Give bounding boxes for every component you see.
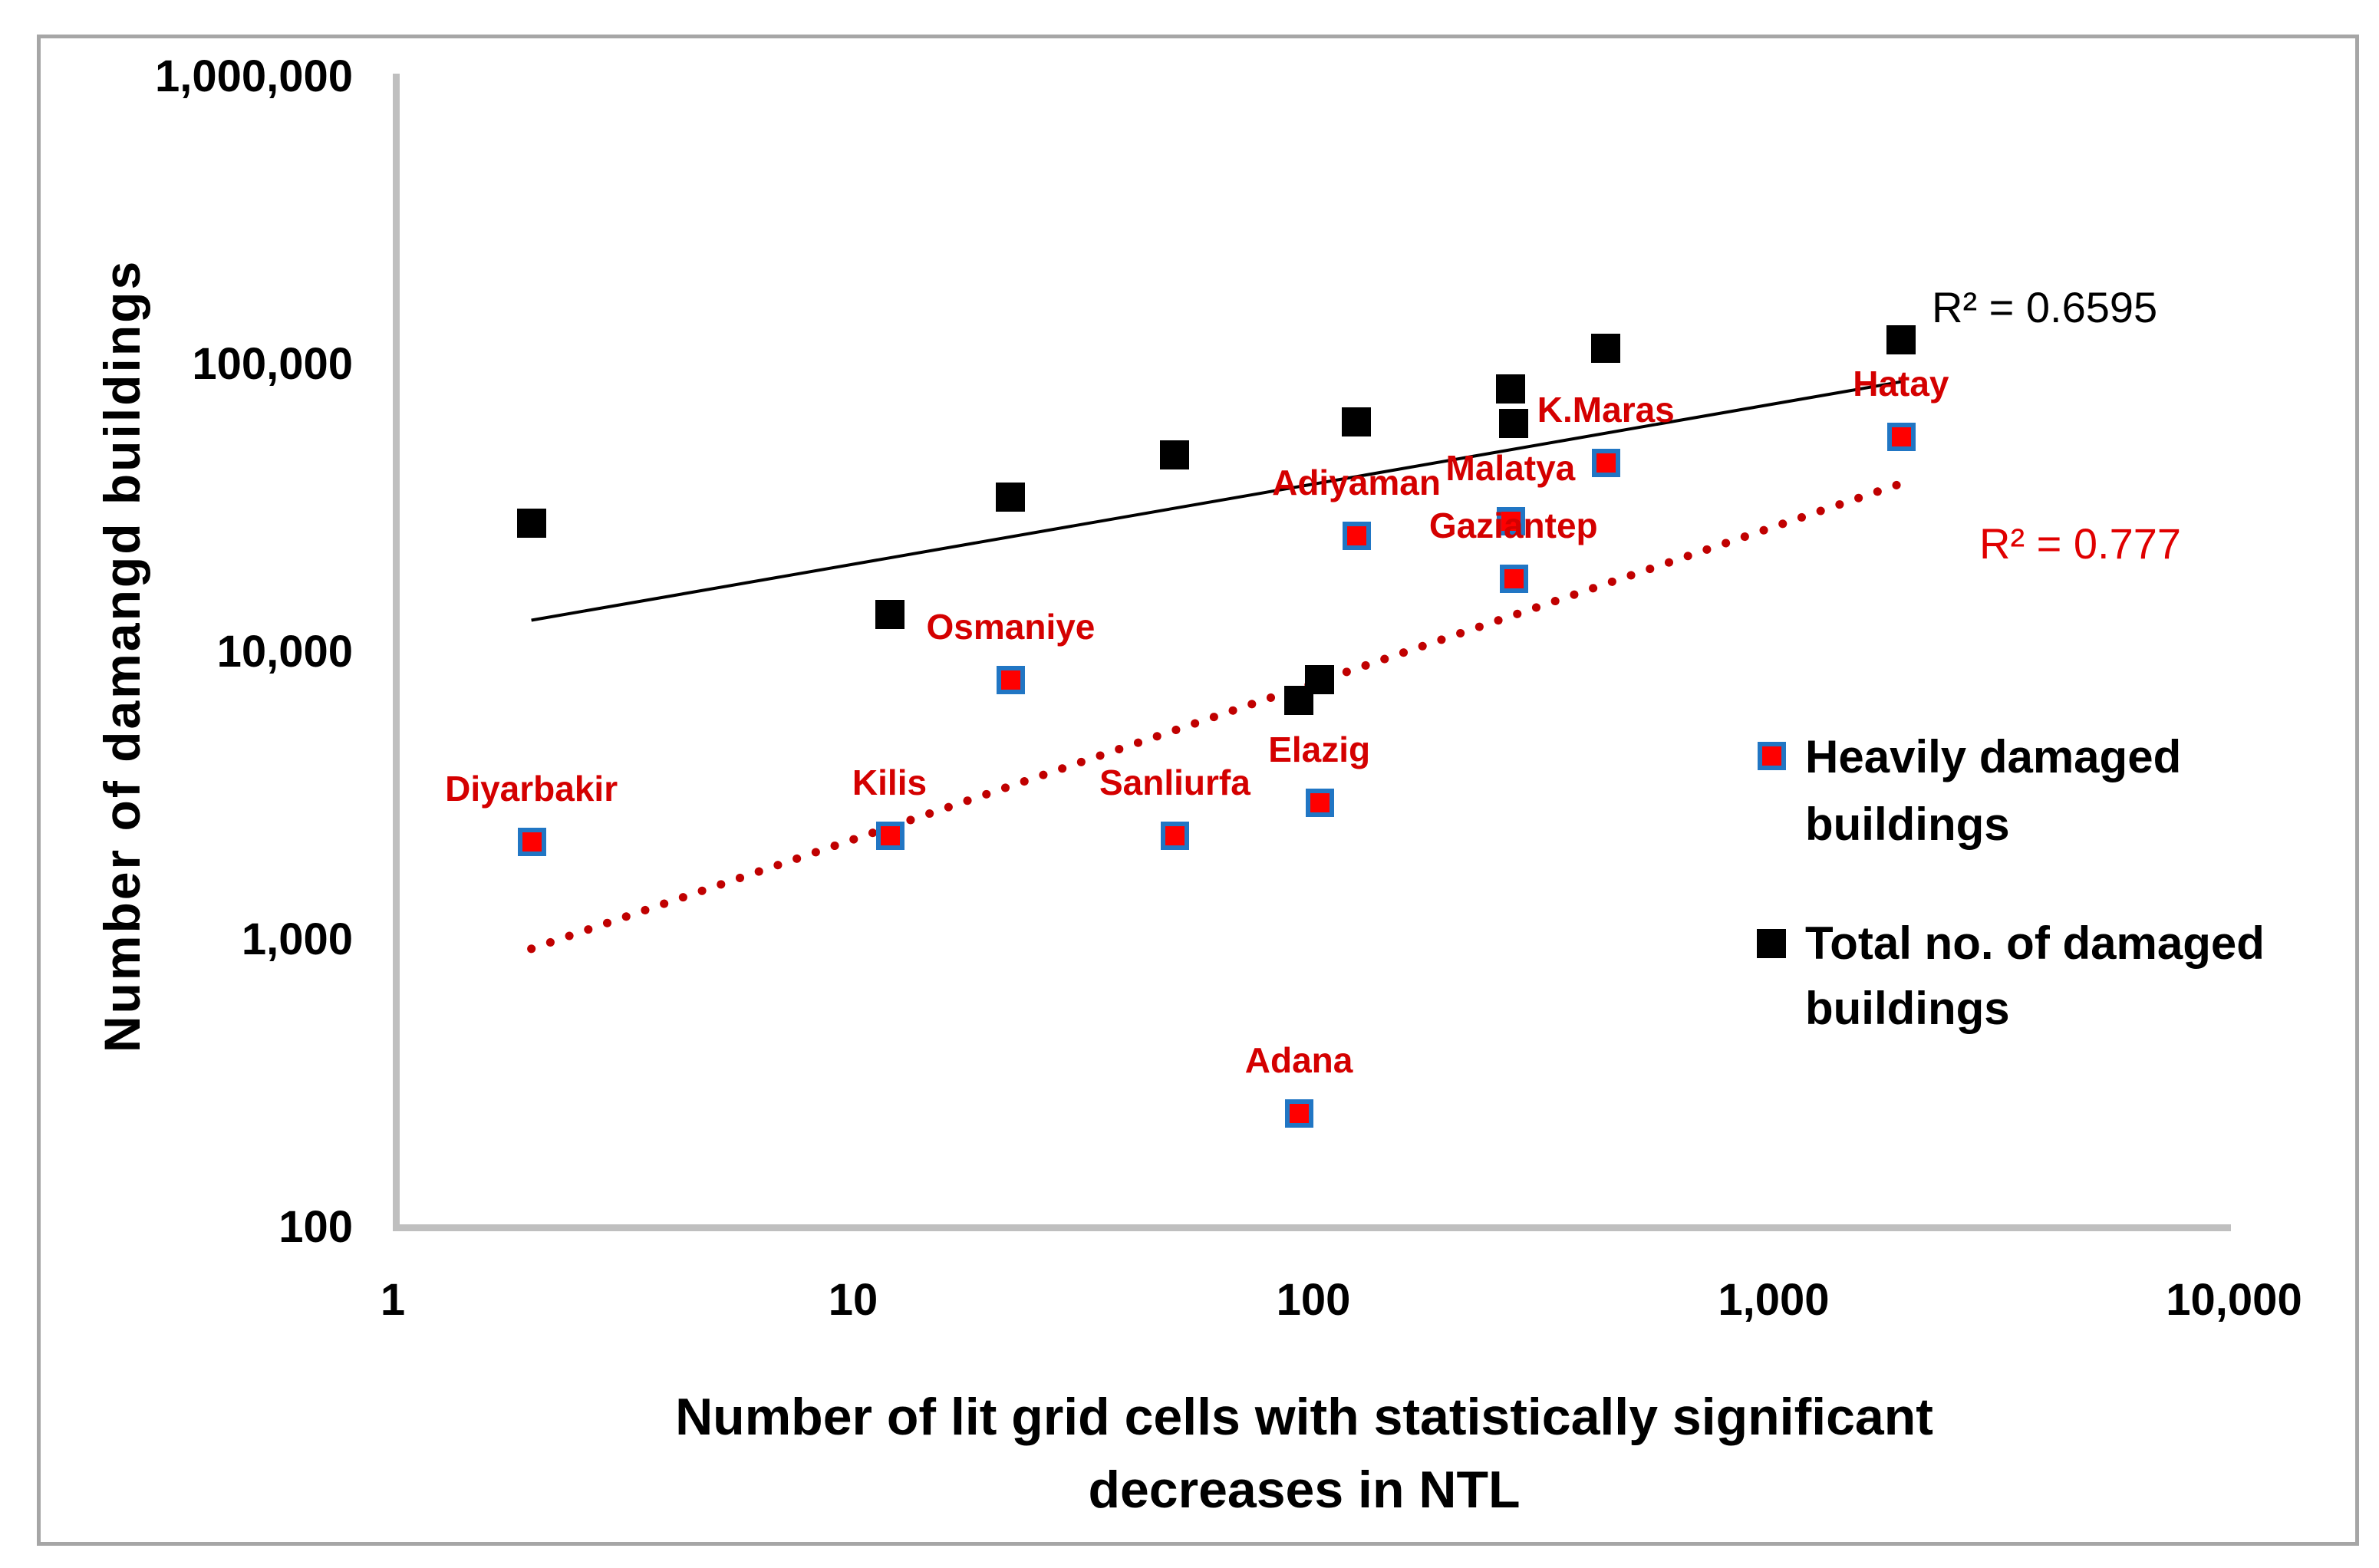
city-label-Adana: Adana: [1244, 1039, 1353, 1080]
data-point-total-Diyarbakir: [516, 509, 546, 539]
city-label-Elazig: Elazig: [1268, 730, 1371, 770]
data-point-total-Adiyaman: [1342, 407, 1372, 437]
y-axis-line: [393, 74, 400, 1231]
data-point-total-Elazig: [1304, 665, 1334, 695]
trendline-total-solid: [531, 380, 1902, 622]
legend-label-total-line1: Total no. of damaged: [1805, 917, 2265, 969]
data-point-heavily-Diyarbakir: [517, 827, 546, 856]
data-point-total-Kilis: [875, 600, 904, 630]
city-label-Diyarbakir: Diyarbakir: [445, 768, 618, 809]
legend-marker-total-icon: [1757, 929, 1786, 958]
x-tick-label: 10,000: [2166, 1275, 2302, 1325]
x-tick-label: 1: [380, 1275, 406, 1325]
data-point-total-Gaziantep: [1498, 408, 1528, 438]
legend-label-heavily-line2: buildings: [1805, 799, 2010, 850]
x-tick-label: 1,000: [1718, 1275, 1830, 1325]
data-point-heavily-Hatay: [1886, 423, 1916, 452]
city-label-Osmaniye: Osmaniye: [926, 607, 1096, 647]
y-tick-label: 1,000: [241, 914, 353, 964]
data-point-heavily-Adiyaman: [1343, 521, 1372, 550]
data-point-total-K.Maras: [1591, 333, 1621, 363]
data-point-total-Hatay: [1886, 324, 1916, 354]
x-axis-title-line2: decreases in NTL: [1088, 1461, 1521, 1519]
city-label-Adiyaman: Adiyaman: [1272, 462, 1441, 502]
data-point-total-Sanliurfa: [1160, 440, 1190, 469]
legend-label-heavily-line1: Heavily damaged: [1805, 731, 2182, 782]
trendline-heavily-dotted: [527, 479, 1906, 954]
legend-marker-heavily-icon: [1758, 742, 1786, 770]
figure-border: [37, 35, 2359, 1546]
data-point-heavily-Gaziantep: [1499, 565, 1528, 594]
data-point-heavily-Elazig: [1305, 789, 1334, 818]
data-point-total-Malatya: [1495, 374, 1525, 404]
data-point-heavily-Osmaniye: [997, 666, 1026, 695]
x-tick-label: 100: [1276, 1275, 1351, 1325]
y-tick-label: 100,000: [192, 339, 353, 389]
x-axis-line: [393, 1224, 2231, 1231]
city-label-Kilis: Kilis: [852, 763, 928, 803]
data-point-heavily-Malatya: [1496, 507, 1525, 536]
legend-label-total-line2: buildings: [1805, 983, 2010, 1034]
city-label-Hatay: Hatay: [1853, 364, 1949, 404]
data-point-total-Osmaniye: [996, 483, 1026, 512]
data-point-heavily-Adana: [1285, 1099, 1314, 1128]
y-tick-label: 10,000: [216, 627, 353, 677]
city-label-K.Maras: K.Maras: [1537, 390, 1675, 430]
city-label-Malatya: Malatya: [1445, 448, 1576, 489]
data-point-heavily-Sanliurfa: [1161, 822, 1190, 851]
x-axis-title-line1: Number of lit grid cells with statistica…: [675, 1388, 1933, 1446]
y-tick-label: 100: [278, 1202, 353, 1252]
city-label-Sanliurfa: Sanliurfa: [1099, 763, 1250, 803]
r2-label-heavily: R² = 0.777: [1979, 519, 2182, 568]
y-axis-title: Number of damangd buildings: [94, 259, 150, 1053]
y-tick-label: 1,000,000: [154, 51, 353, 101]
city-label-Gaziantep: Gaziantep: [1428, 506, 1598, 546]
data-point-heavily-K.Maras: [1592, 449, 1621, 478]
x-tick-label: 10: [828, 1275, 878, 1325]
data-point-heavily-Kilis: [875, 822, 904, 851]
r2-label-total: R² = 0.6595: [1932, 283, 2158, 331]
